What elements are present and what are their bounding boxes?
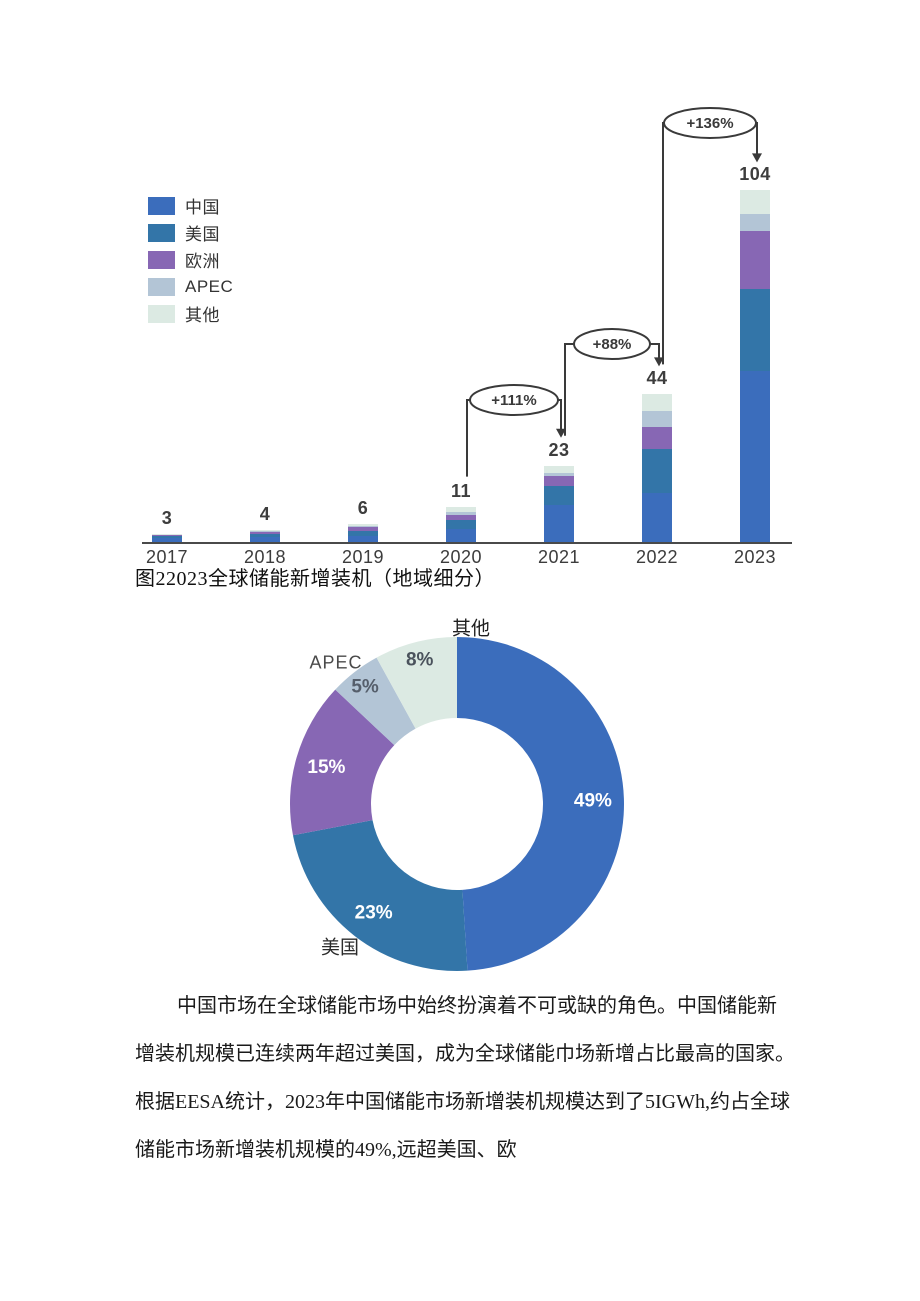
x-tick-2019: 2019 — [341, 547, 385, 567]
bar-total-label-2017: 3 — [161, 507, 173, 528]
growth-badge-label: +136% — [686, 115, 733, 132]
bar-segment-2018-usa — [250, 534, 280, 538]
legend-label: 欧洲 — [185, 252, 220, 271]
paragraph-line: 中国市场在全球储能市场中始终扮演着不可或缺的角色。中国储能新 — [177, 995, 777, 1017]
figure-caption: 图22023全球储能新增装机（地域细分） — [135, 568, 495, 590]
legend-item: 其他 — [148, 300, 233, 327]
x-tick-2021: 2021 — [537, 547, 581, 567]
bar-chart-global-storage-installations: 中国美国欧洲 APEC 其他 3 4 6 11 23 44 104 2017 2018 2019 20… — [0, 0, 920, 600]
bar-total-label-2019: 6 — [357, 497, 369, 518]
bar-total-label-2023: 104 — [739, 164, 771, 185]
bar-total-label-2022: 44 — [646, 368, 668, 389]
donut-slice-china — [457, 637, 625, 971]
bar-total-label-2018: 4 — [259, 504, 271, 525]
legend-swatch-other — [148, 304, 175, 323]
donut-slice-other — [376, 637, 457, 729]
donut-slice-europe — [290, 689, 395, 836]
legend-swatch-apec — [148, 277, 175, 296]
growth-badge-label: +88% — [593, 336, 632, 353]
legend-label: APEC — [185, 276, 234, 296]
bar-segment-2017-europe — [152, 535, 182, 537]
bar-segment-2017-apec — [152, 534, 182, 536]
legend-item: 中国 — [148, 192, 233, 219]
bar-segment-2021-other — [544, 465, 574, 473]
growth-badge-ellipse — [573, 328, 651, 360]
legend-item: 美国 — [148, 219, 233, 246]
bar-segment-2020-europe — [446, 515, 476, 521]
donut-outer-label-apec: APEC — [309, 652, 363, 673]
bar-segment-2020-china — [446, 529, 476, 544]
bar-segment-2018-other — [250, 530, 280, 532]
growth-badge-label: +111% — [491, 392, 536, 409]
x-tick-2023: 2023 — [733, 547, 777, 567]
bar-segment-2020-apec — [446, 511, 476, 516]
donut-slice-usa — [292, 820, 468, 971]
x-axis-line — [142, 542, 792, 544]
body-paragraph: 中国市场在全球储能市场中始终扮演着不可或缺的角色。中国储能新 增装机规模已连续两… — [135, 982, 815, 1174]
donut-pct-label-other: 8% — [406, 650, 434, 671]
bar-total-label-2021: 23 — [548, 439, 570, 460]
donut-pct-label-china: 49% — [574, 791, 612, 812]
legend-label: 中国 — [185, 198, 220, 217]
bar-segment-2019-usa — [348, 531, 378, 536]
bar-segment-2017-usa — [152, 536, 182, 539]
bar-segment-2021-china — [544, 504, 574, 544]
bar-segment-2018-apec — [250, 531, 280, 533]
bar-segment-2020-usa — [446, 520, 476, 530]
bar-segment-2021-usa — [544, 486, 574, 505]
growth-badge-ellipse — [663, 107, 757, 139]
bar-segment-2023-usa — [740, 289, 770, 371]
x-tick-2018: 2018 — [243, 547, 287, 567]
bar-segment-2023-apec — [740, 214, 770, 232]
bar-segment-2017-china — [152, 538, 182, 544]
arrowhead-icon — [654, 357, 664, 367]
legend-item: APEC — [148, 273, 233, 300]
bar-chart-legend: 中国美国欧洲 APEC 其他 — [148, 192, 233, 327]
bar-segment-2022-apec — [642, 411, 672, 427]
bar-segment-2022-china — [642, 493, 672, 544]
donut-outer-label-other: 其他 — [451, 618, 491, 640]
x-tick-2020: 2020 — [439, 547, 483, 567]
growth-badge-ellipse — [469, 384, 559, 416]
bar-segment-2017-other — [152, 533, 182, 535]
legend-label: 其他 — [185, 306, 220, 325]
legend-label: 美国 — [185, 225, 220, 244]
bar-segment-2019-china — [348, 535, 378, 544]
bar-segment-2023-china — [740, 370, 770, 544]
bar-segment-2022-other — [642, 394, 672, 412]
bar-segment-2018-china — [250, 537, 280, 544]
donut-pct-label-apec: 5% — [351, 676, 379, 697]
bar-segment-2022-europe — [642, 426, 672, 449]
bar-segment-2020-other — [446, 506, 476, 512]
donut-pct-label-europe: 15% — [307, 757, 345, 778]
legend-item: 欧洲 — [148, 246, 233, 273]
donut-pct-label-usa: 23% — [355, 902, 393, 923]
bar-segment-2023-europe — [740, 231, 770, 289]
bar-segment-2019-europe — [348, 527, 378, 532]
legend-swatch-usa — [148, 223, 175, 242]
donut-outer-label-usa: 美国 — [320, 937, 360, 959]
bar-segment-2019-apec — [348, 525, 378, 527]
bar-segment-2022-usa — [642, 448, 672, 493]
legend-swatch-europe — [148, 250, 175, 269]
bar-segment-2019-other — [348, 523, 378, 526]
paragraph-line: 根据EESA统计，2023年中国储能市场新增装机规模达到了5IGWh,约占全球 — [135, 1091, 790, 1113]
arrowhead-icon — [556, 428, 566, 438]
bar-segment-2021-europe — [544, 476, 574, 487]
x-tick-2022: 2022 — [635, 547, 679, 567]
legend-swatch-china — [148, 196, 175, 215]
bar-segment-2023-other — [740, 190, 770, 215]
arrowhead-icon — [752, 153, 762, 163]
bar-segment-2018-europe — [250, 532, 280, 535]
paragraph-line: 储能市场新增装机规模的49%,远超美国、欧 — [135, 1139, 517, 1161]
x-tick-2017: 2017 — [145, 547, 189, 567]
bar-total-label-2020: 11 — [450, 480, 472, 501]
paragraph-line: 增装机规模已连续两年超过美国，成为全球储能巾场新增占比最高的国家。 — [135, 1043, 795, 1065]
bar-segment-2021-apec — [544, 472, 574, 476]
